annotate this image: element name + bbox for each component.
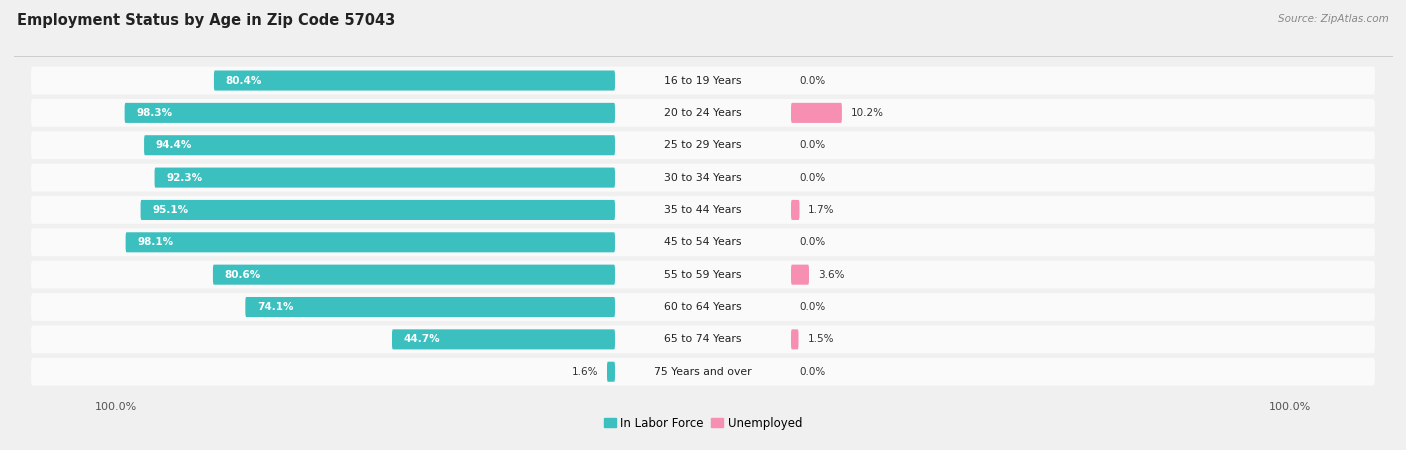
FancyBboxPatch shape [31,325,1375,353]
FancyBboxPatch shape [125,232,614,252]
Text: 92.3%: 92.3% [166,173,202,183]
FancyBboxPatch shape [31,358,1375,386]
FancyBboxPatch shape [31,164,1375,192]
Text: 1.7%: 1.7% [808,205,835,215]
Text: 3.6%: 3.6% [818,270,844,279]
Text: 98.1%: 98.1% [138,237,173,248]
Text: Employment Status by Age in Zip Code 57043: Employment Status by Age in Zip Code 570… [17,14,395,28]
Text: 0.0%: 0.0% [800,173,827,183]
Text: 0.0%: 0.0% [800,76,827,86]
FancyBboxPatch shape [212,265,614,285]
Text: 74.1%: 74.1% [257,302,294,312]
Text: 60 to 64 Years: 60 to 64 Years [664,302,742,312]
FancyBboxPatch shape [155,167,614,188]
Text: 10.2%: 10.2% [851,108,884,118]
Text: Source: ZipAtlas.com: Source: ZipAtlas.com [1278,14,1389,23]
FancyBboxPatch shape [792,329,799,349]
FancyBboxPatch shape [31,261,1375,288]
FancyBboxPatch shape [392,329,614,349]
Text: 30 to 34 Years: 30 to 34 Years [664,173,742,183]
FancyBboxPatch shape [31,229,1375,256]
Text: 65 to 74 Years: 65 to 74 Years [664,334,742,344]
Text: 1.5%: 1.5% [807,334,834,344]
Text: 95.1%: 95.1% [152,205,188,215]
Text: 25 to 29 Years: 25 to 29 Years [664,140,742,150]
FancyBboxPatch shape [214,71,614,90]
Text: 0.0%: 0.0% [800,367,827,377]
FancyBboxPatch shape [31,99,1375,127]
Text: 80.4%: 80.4% [225,76,262,86]
FancyBboxPatch shape [125,103,614,123]
Text: 44.7%: 44.7% [404,334,440,344]
FancyBboxPatch shape [141,200,614,220]
FancyBboxPatch shape [245,297,614,317]
Text: 1.6%: 1.6% [572,367,598,377]
Text: 0.0%: 0.0% [800,302,827,312]
Text: 0.0%: 0.0% [800,237,827,248]
Text: 94.4%: 94.4% [156,140,193,150]
FancyBboxPatch shape [792,265,808,285]
Legend: In Labor Force, Unemployed: In Labor Force, Unemployed [599,412,807,434]
Text: 35 to 44 Years: 35 to 44 Years [664,205,742,215]
FancyBboxPatch shape [607,362,614,382]
Text: 98.3%: 98.3% [136,108,173,118]
FancyBboxPatch shape [31,131,1375,159]
FancyBboxPatch shape [792,200,800,220]
FancyBboxPatch shape [31,196,1375,224]
Text: 55 to 59 Years: 55 to 59 Years [664,270,742,279]
Text: 16 to 19 Years: 16 to 19 Years [664,76,742,86]
FancyBboxPatch shape [31,67,1375,94]
Text: 75 Years and over: 75 Years and over [654,367,752,377]
Text: 0.0%: 0.0% [800,140,827,150]
FancyBboxPatch shape [31,293,1375,321]
Text: 20 to 24 Years: 20 to 24 Years [664,108,742,118]
FancyBboxPatch shape [792,103,842,123]
Text: 45 to 54 Years: 45 to 54 Years [664,237,742,248]
Text: 80.6%: 80.6% [225,270,262,279]
FancyBboxPatch shape [143,135,614,155]
